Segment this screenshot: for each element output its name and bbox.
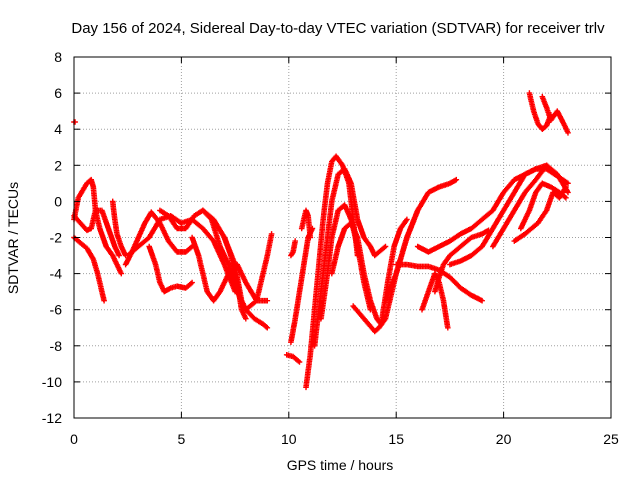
series-arc-3 (71, 234, 107, 304)
x-tick-label: 25 (603, 431, 619, 447)
y-tick-label: -2 (50, 230, 63, 246)
data-point-markers (318, 202, 374, 322)
y-tick-label: 6 (54, 85, 62, 101)
data-point-markers (539, 93, 571, 136)
data-point-markers (393, 261, 485, 304)
series-arc-14 (288, 225, 316, 345)
series-arc-25 (432, 227, 492, 295)
data-point-markers (146, 243, 195, 295)
data-point-markers (71, 234, 107, 304)
x-axis-label: GPS time / hours (287, 457, 394, 473)
data-point-markers (288, 238, 298, 259)
data-point-markers (283, 352, 303, 365)
x-tick-label: 0 (70, 431, 78, 447)
series-arc-22 (382, 176, 460, 304)
series-arc-18 (311, 166, 389, 349)
data-point-markers (419, 270, 451, 331)
x-tick-label: 5 (178, 431, 186, 447)
series-arc-32 (539, 93, 571, 136)
series-arc-20 (329, 216, 410, 327)
data-point-markers (311, 166, 389, 349)
y-tick-label: -8 (50, 338, 63, 354)
y-tick-label: -10 (42, 374, 62, 390)
y-tick-label: -4 (50, 266, 63, 282)
axis-ticks (73, 56, 612, 419)
series-arc-13 (283, 352, 303, 365)
series-arc-19 (318, 202, 374, 322)
data-point-markers (329, 216, 410, 327)
x-tick-label: 10 (281, 431, 297, 447)
data-point-markers (518, 180, 569, 232)
x-tick-label: 20 (496, 431, 512, 447)
data-point-markers (490, 162, 571, 250)
y-axis-label: SDTVAR / TECUs (5, 182, 21, 294)
chart-title: Day 156 of 2024, Sidereal Day-to-day VTE… (71, 20, 605, 37)
data-points (71, 90, 571, 391)
y-tick-label: 4 (54, 121, 62, 137)
y-tick-label: 8 (54, 49, 62, 65)
series-arc-8 (146, 243, 195, 295)
y-tick-label: 2 (54, 157, 62, 173)
data-point-markers (298, 207, 314, 241)
data-point-markers (432, 227, 492, 295)
series-arc-5 (109, 198, 129, 259)
x-tick-label: 15 (388, 431, 404, 447)
data-point-markers (221, 234, 249, 322)
data-point-markers (71, 119, 78, 125)
series-arc-9 (157, 207, 271, 331)
y-tick-label: -12 (42, 410, 62, 426)
y-tick-label: 0 (54, 193, 62, 209)
series-arc-23 (393, 261, 485, 304)
data-point-markers (109, 198, 129, 259)
series-arc-30 (518, 180, 569, 232)
series-arc-1 (71, 119, 78, 125)
data-point-markers (382, 176, 460, 304)
series-arc-12 (221, 234, 249, 322)
series-arc-28 (490, 162, 571, 250)
data-point-markers (157, 207, 271, 331)
y-tick-label: -6 (50, 302, 63, 318)
series-arc-16 (298, 207, 314, 241)
data-point-markers (288, 225, 316, 345)
series-arc-15 (288, 238, 298, 259)
series-arc-24 (419, 270, 451, 331)
